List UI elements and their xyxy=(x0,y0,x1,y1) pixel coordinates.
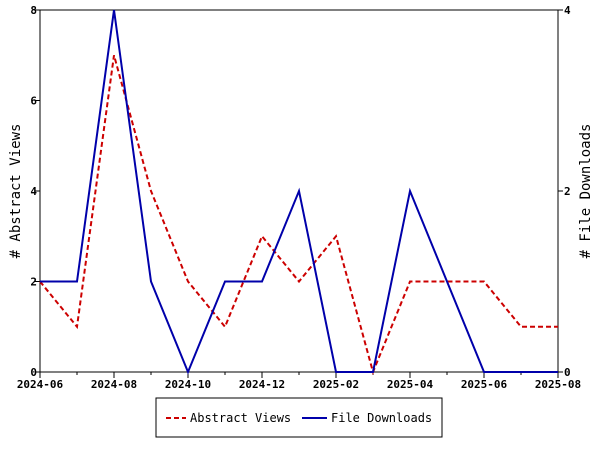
x-axis-ticks: 2024-06 2024-08 2024-10 2024-12 2025-02 2025-… xyxy=(17,372,581,391)
legend-label-abstract-views: Abstract Views xyxy=(190,411,291,425)
x-tick-label: 2024-10 xyxy=(165,378,211,391)
legend-label-file-downloads: File Downloads xyxy=(331,411,432,425)
left-y-tick-label: 2 xyxy=(30,276,37,289)
right-y-tick-label: 2 xyxy=(564,185,571,198)
left-y-axis-title: # Abstract Views xyxy=(8,124,24,259)
x-tick-label: 2025-06 xyxy=(461,378,508,391)
left-y-axis-ticks: 0 2 4 6 8 xyxy=(30,4,40,379)
x-tick-label: 2024-06 xyxy=(17,378,64,391)
right-y-tick-label: 0 xyxy=(564,366,571,379)
left-y-tick-label: 6 xyxy=(30,95,37,108)
legend: Abstract Views File Downloads xyxy=(155,397,443,438)
x-tick-label: 2025-02 xyxy=(313,378,359,391)
left-y-tick-label: 8 xyxy=(30,4,37,17)
left-y-tick-label: 0 xyxy=(30,366,37,379)
x-tick-label: 2024-12 xyxy=(239,378,285,391)
left-y-tick-label: 4 xyxy=(30,185,37,198)
right-y-tick-label: 4 xyxy=(564,4,571,17)
series-lines xyxy=(39,9,558,376)
x-tick-label: 2025-04 xyxy=(387,378,434,391)
series-line-file-downloads xyxy=(40,9,558,375)
legend-box xyxy=(155,397,443,438)
x-tick-label: 2024-08 xyxy=(91,378,137,391)
right-y-axis-ticks: 0 2 4 xyxy=(558,4,571,379)
x-tick-label: 2025-08 xyxy=(535,378,581,391)
right-y-axis-title: # File Downloads xyxy=(578,124,594,259)
